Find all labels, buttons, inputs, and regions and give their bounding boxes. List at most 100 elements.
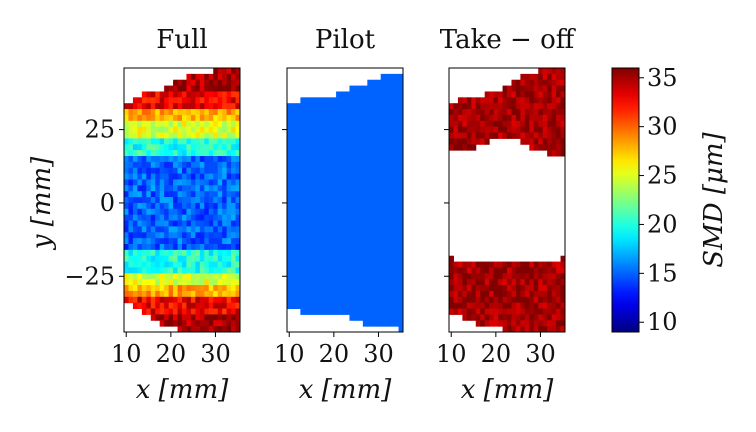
heatmap-cell xyxy=(449,132,454,139)
heatmap-cell xyxy=(295,290,301,298)
heatmap-cell xyxy=(367,126,373,134)
heatmap-cell xyxy=(556,103,562,110)
heatmap-cell xyxy=(349,138,355,145)
heatmap-cell xyxy=(336,97,342,104)
heatmap-cell xyxy=(336,208,342,216)
heatmap-cell xyxy=(213,150,219,157)
heatmap-cell xyxy=(471,290,477,298)
heatmap-cell xyxy=(376,161,382,169)
heatmap-cell xyxy=(336,156,342,163)
heatmap-cell xyxy=(345,97,350,104)
heatmap-cell xyxy=(141,173,147,180)
heatmap-cell xyxy=(128,214,134,222)
heatmap-cell xyxy=(322,144,328,151)
heatmap-cell xyxy=(291,138,297,145)
heatmap-cell xyxy=(204,314,210,321)
heatmap-cell xyxy=(362,103,368,110)
heatmap-cell xyxy=(173,114,179,122)
heatmap-cell xyxy=(551,308,557,315)
heatmap-cell xyxy=(137,220,143,227)
heatmap-cell xyxy=(547,320,553,327)
heatmap-cell xyxy=(389,302,395,310)
heatmap-cell xyxy=(186,279,192,286)
heatmap-cell xyxy=(235,267,240,274)
heatmap-cell xyxy=(362,320,368,327)
heatmap-cell xyxy=(336,161,342,169)
heatmap-cell xyxy=(217,103,223,110)
heatmap-cell xyxy=(345,138,350,145)
heatmap-cell xyxy=(155,161,161,169)
heatmap-cell xyxy=(515,285,521,292)
heatmap-cell xyxy=(376,132,382,139)
heatmap-cell xyxy=(471,103,477,110)
heatmap-cell xyxy=(291,173,297,180)
heatmap-cell xyxy=(177,267,183,274)
heatmap-cell xyxy=(318,161,324,169)
heatmap-cell xyxy=(318,150,324,157)
heatmap-cell xyxy=(177,244,183,251)
heatmap-cell xyxy=(304,114,310,122)
heatmap-cell xyxy=(542,308,548,315)
heatmap-cell xyxy=(186,197,192,204)
heatmap-cell xyxy=(394,73,400,81)
heatmap-cell xyxy=(380,208,386,216)
heatmap-cell xyxy=(349,244,355,251)
heatmap-cell xyxy=(159,255,165,263)
heatmap-cell xyxy=(304,261,310,268)
heatmap-cell xyxy=(371,208,377,216)
heatmap-cell xyxy=(533,138,539,145)
heatmap-cell xyxy=(322,285,328,292)
heatmap-cell xyxy=(186,202,192,210)
heatmap-cell xyxy=(340,126,346,134)
heatmap-cell xyxy=(222,79,228,87)
heatmap-cell xyxy=(124,197,129,204)
heatmap-cell xyxy=(146,97,152,104)
heatmap-cell xyxy=(398,320,403,327)
y-axis-label: y [mm] xyxy=(27,156,57,250)
heatmap-cell xyxy=(520,320,526,327)
heatmap-cell xyxy=(132,261,138,268)
heatmap-cell xyxy=(137,167,143,175)
heatmap-cell xyxy=(150,161,156,169)
heatmap-cell xyxy=(457,279,463,286)
heatmap-cell xyxy=(217,279,223,286)
heatmap-cell xyxy=(511,296,517,304)
heatmap-cell xyxy=(345,302,350,310)
heatmap-cell xyxy=(385,249,391,257)
heatmap-cell xyxy=(322,238,328,245)
heatmap-cell xyxy=(385,302,391,310)
heatmap-cell xyxy=(124,138,129,145)
heatmap-cell xyxy=(398,273,403,280)
heatmap-cell xyxy=(304,120,310,128)
heatmap-cell xyxy=(124,238,129,245)
heatmap-cell xyxy=(398,244,403,251)
heatmap-cell xyxy=(222,326,228,332)
heatmap-cell xyxy=(195,91,201,98)
heatmap-cell xyxy=(515,308,521,315)
heatmap-cell xyxy=(287,109,292,116)
heatmap-cell xyxy=(300,232,306,239)
heatmap-cell xyxy=(385,173,391,180)
heatmap-cell xyxy=(551,302,557,310)
heatmap-cell xyxy=(336,138,342,145)
heatmap-cell xyxy=(389,255,395,263)
heatmap-cell xyxy=(173,296,179,304)
heatmap-cell xyxy=(141,97,147,104)
heatmap-cell xyxy=(231,244,237,251)
heatmap-cell xyxy=(132,238,138,245)
heatmap-cell xyxy=(231,238,237,245)
heatmap-cell xyxy=(182,161,187,169)
heatmap-cell xyxy=(208,244,214,251)
heatmap-cell xyxy=(380,279,386,286)
heatmap-cell xyxy=(398,308,403,315)
heatmap-cell xyxy=(475,132,481,139)
heatmap-cell xyxy=(511,326,517,332)
heatmap-cell xyxy=(498,296,504,304)
heatmap-cell xyxy=(155,109,161,116)
heatmap-cell xyxy=(533,79,539,87)
heatmap-cell xyxy=(475,302,481,310)
heatmap-cell xyxy=(371,314,377,321)
heatmap-cell xyxy=(507,261,512,268)
heatmap-cell xyxy=(398,267,403,274)
heatmap-cell xyxy=(511,279,517,286)
